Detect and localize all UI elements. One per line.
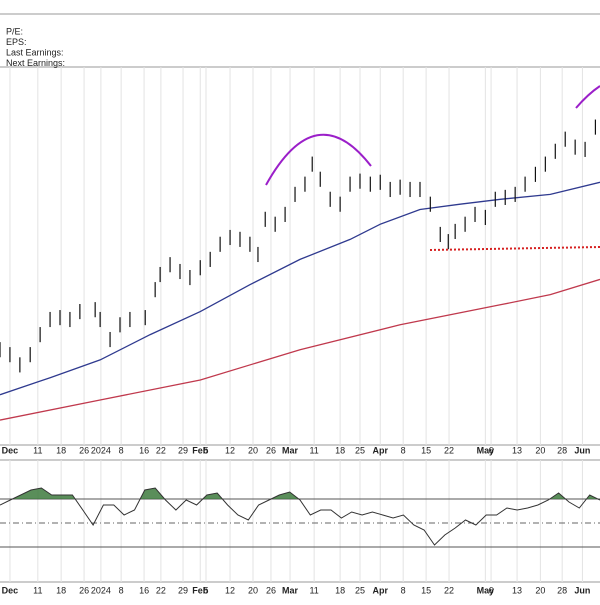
- x-tick-label: 18: [56, 585, 66, 595]
- x-tick-label: 15: [421, 585, 431, 595]
- x-tick-label: 28: [557, 445, 567, 455]
- x-tick-label: 8: [401, 445, 406, 455]
- x-tick-label: 11: [33, 585, 42, 595]
- x-tick-label: 8: [119, 445, 124, 455]
- x-tick-label: 20: [248, 585, 258, 595]
- x-tick-label: 26: [79, 445, 89, 455]
- x-tick-label: 15: [421, 445, 431, 455]
- x-tick-label: 11: [309, 585, 318, 595]
- x-tick-label: 18: [56, 445, 66, 455]
- x-tick-label: 11: [33, 445, 42, 455]
- x-tick-label: 28: [557, 585, 567, 595]
- x-tick-label: 8: [401, 585, 406, 595]
- x-tick-label: 11: [309, 445, 318, 455]
- x-tick-label: 6: [489, 585, 494, 595]
- moving-average: [0, 181, 600, 396]
- x-tick-label: 16: [139, 585, 149, 595]
- x-tick-label: Mar: [282, 445, 299, 455]
- x-tick-label: Jun: [574, 585, 590, 595]
- info-label: P/E:: [6, 26, 23, 36]
- x-tick-label: 20: [535, 445, 545, 455]
- x-tick-label: 6: [489, 445, 494, 455]
- x-tick-label: 13: [512, 585, 522, 595]
- x-tick-label: 22: [156, 585, 166, 595]
- info-label: EPS:: [6, 37, 27, 47]
- x-tick-label: 5: [203, 445, 208, 455]
- x-tick-label: 22: [444, 445, 454, 455]
- x-tick-label: 29: [178, 585, 188, 595]
- x-tick-label: 25: [355, 445, 365, 455]
- x-tick-label: 5: [203, 585, 208, 595]
- x-tick-label: Dec: [2, 585, 19, 595]
- x-tick-label: 20: [248, 445, 258, 455]
- annotation-arc: [265, 133, 372, 186]
- x-tick-label: Dec: [2, 445, 19, 455]
- x-tick-label: 22: [444, 585, 454, 595]
- support-line: [429, 246, 600, 251]
- x-tick-label: 8: [119, 585, 124, 595]
- x-tick-label: 26: [266, 445, 276, 455]
- x-tick-label: Apr: [373, 585, 389, 595]
- x-tick-label: Jun: [574, 445, 590, 455]
- x-tick-label: 25: [355, 585, 365, 595]
- info-panel: P/E:EPS:Last Earnings:Next Earnings:: [6, 26, 65, 68]
- x-tick-label: 18: [335, 445, 345, 455]
- x-tick-label: 12: [225, 445, 235, 455]
- x-tick-label: 18: [335, 585, 345, 595]
- indicator-line: [0, 487, 600, 546]
- info-label: Next Earnings:: [6, 58, 65, 68]
- x-tick-label: May: [477, 585, 495, 595]
- x-tick-label: Feb: [192, 445, 209, 455]
- x-tick-label: Feb: [192, 585, 209, 595]
- x-tick-label: 16: [139, 445, 149, 455]
- marks: [0, 119, 600, 548]
- x-tick-label: 26: [266, 585, 276, 595]
- grid: DecDec1111181826262024202488161622222929…: [2, 67, 590, 595]
- x-tick-label: 29: [178, 445, 188, 455]
- x-tick-label: 22: [156, 445, 166, 455]
- annotation-arc: [575, 85, 600, 109]
- x-tick-label: 2024: [91, 445, 111, 455]
- x-tick-label: 26: [79, 585, 89, 595]
- x-tick-label: Mar: [282, 585, 299, 595]
- x-tick-label: May: [477, 445, 495, 455]
- info-label: Last Earnings:: [6, 47, 64, 57]
- x-tick-label: 2024: [91, 585, 111, 595]
- x-tick-label: 12: [225, 585, 235, 595]
- x-tick-label: 13: [512, 445, 522, 455]
- x-tick-label: Apr: [373, 445, 389, 455]
- indicator-fill: [0, 488, 600, 499]
- x-tick-label: 20: [535, 585, 545, 595]
- moving-average: [0, 278, 600, 421]
